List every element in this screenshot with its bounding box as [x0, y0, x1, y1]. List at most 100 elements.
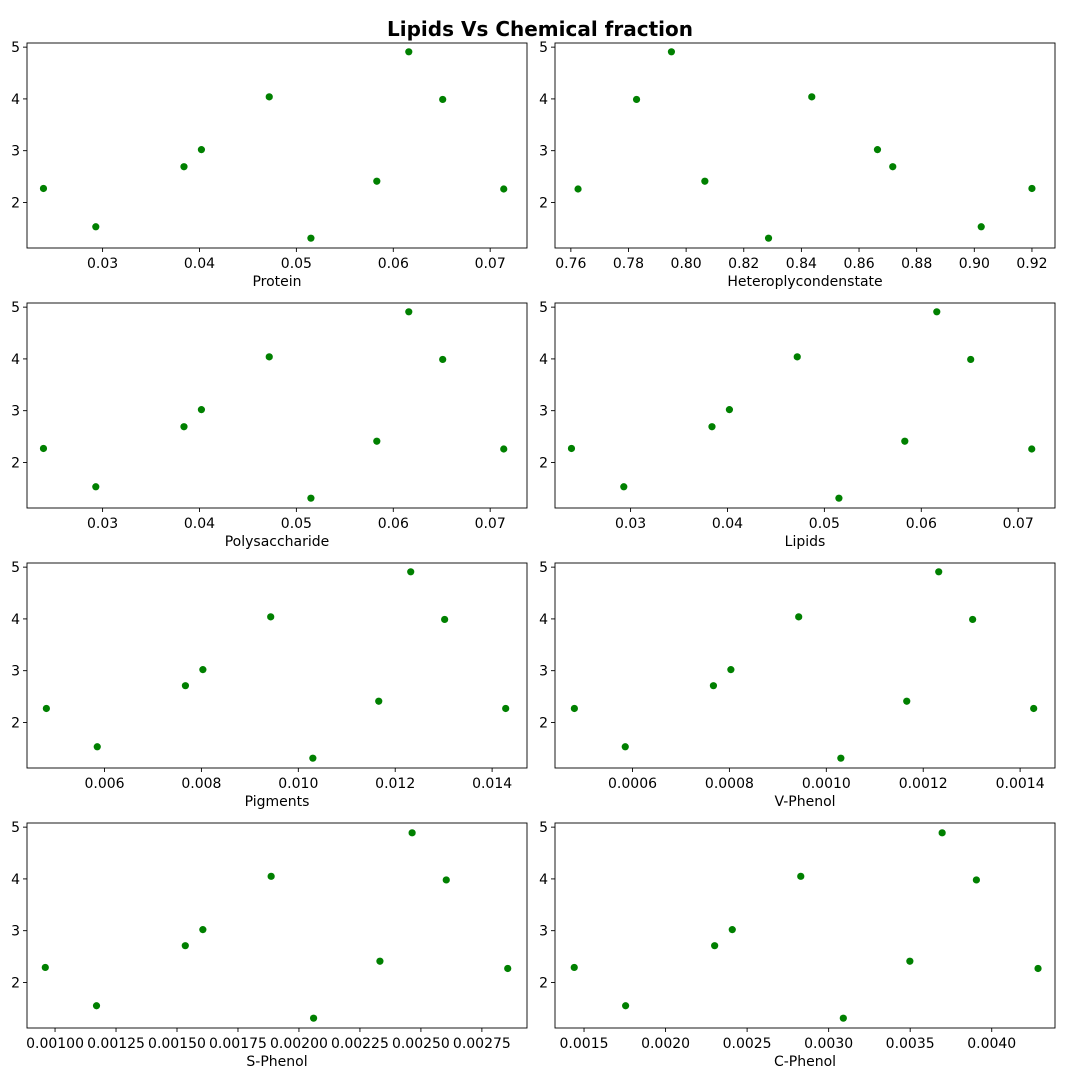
- x-tick-label: 0.0014: [996, 776, 1045, 792]
- data-point: [567, 444, 576, 453]
- data-point: [967, 355, 975, 364]
- data-point: [977, 223, 985, 231]
- y-tick-label: 2: [539, 975, 548, 991]
- data-point: [42, 704, 50, 713]
- data-point: [407, 568, 415, 576]
- data-point: [933, 308, 941, 316]
- y-tick-label: 5: [539, 40, 548, 56]
- data-point: [667, 48, 676, 56]
- y-tick-label: 4: [11, 352, 20, 368]
- subplot-3: 0.03 0.04 0.05 0.06 0.07 2 3 4 5 Polysaccharide: [11, 300, 528, 550]
- subplot-7: 0.00100 0.00125 0.00150 0.00175 0.00200 0.002…: [11, 820, 528, 1070]
- x-tick-label: 0.008: [181, 776, 221, 792]
- data-point: [267, 872, 275, 880]
- subplot-4: 0.03 0.04 0.05 0.06 0.07 2 3 4 5 Lipids: [539, 300, 1056, 550]
- x-tick-label: 0.82: [728, 256, 759, 272]
- axes-frame: [26, 302, 528, 509]
- x-tick-label: 0.88: [901, 256, 932, 272]
- data-point: [570, 704, 578, 713]
- y-tick-label: 3: [539, 664, 548, 680]
- data-point: [574, 185, 582, 193]
- data-point: [873, 146, 882, 154]
- axes-frame: [26, 562, 528, 769]
- x-axis-label: Protein: [252, 274, 301, 290]
- y-tick-label: 2: [11, 195, 20, 211]
- x-axis-label: C-Phenol: [774, 1054, 836, 1070]
- data-point: [889, 163, 897, 171]
- x-tick-label: 0.00150: [148, 1036, 206, 1052]
- x-tick-label: 0.012: [375, 776, 415, 792]
- x-tick-label: 0.00250: [392, 1036, 450, 1052]
- x-tick-label: 0.03: [87, 256, 118, 272]
- data-point: [439, 95, 447, 104]
- x-axis-label: Lipids: [785, 534, 826, 550]
- subplot-8: 0.0015 0.0020 0.0025 0.0030 0.0035 0.0040 2 3 4 5…: [539, 820, 1056, 1070]
- data-point: [839, 1014, 847, 1022]
- data-point: [199, 926, 207, 934]
- data-point: [701, 177, 709, 185]
- data-point: [621, 743, 629, 751]
- y-tick-label: 3: [539, 924, 548, 940]
- x-axis-label: S-Phenol: [246, 1054, 307, 1070]
- y-tick-label: 4: [539, 612, 548, 628]
- data-point: [727, 666, 735, 674]
- x-tick-label: 0.05: [809, 516, 840, 532]
- data-point: [1030, 704, 1038, 713]
- data-point: [309, 754, 317, 762]
- axes-frame: [26, 42, 528, 249]
- y-tick-label: 5: [11, 820, 20, 836]
- x-tick-label: 0.0035: [886, 1036, 935, 1052]
- axes-frame: [554, 302, 1056, 509]
- x-tick-label: 0.00100: [26, 1036, 84, 1052]
- data-point: [570, 963, 578, 972]
- data-point: [376, 957, 384, 965]
- x-tick-label: 0.0025: [723, 1036, 772, 1052]
- x-tick-label: 0.00175: [209, 1036, 267, 1052]
- y-tick-label: 4: [11, 872, 20, 888]
- x-tick-label: 0.07: [475, 516, 506, 532]
- axes-frame: [26, 822, 528, 1029]
- data-point: [180, 423, 188, 431]
- y-tick-label: 3: [11, 144, 20, 160]
- x-tick-label: 0.014: [472, 776, 512, 792]
- data-point: [199, 666, 207, 674]
- data-point: [708, 423, 716, 431]
- y-tick-label: 5: [539, 560, 548, 576]
- data-point: [504, 964, 512, 973]
- y-tick-label: 5: [539, 820, 548, 836]
- data-point: [797, 872, 805, 880]
- y-tick-label: 4: [539, 872, 548, 888]
- x-tick-label: 0.92: [1016, 256, 1047, 272]
- y-tick-label: 3: [11, 404, 20, 420]
- x-tick-label: 0.00200: [270, 1036, 328, 1052]
- y-tick-label: 5: [11, 40, 20, 56]
- axes-frame: [554, 822, 1056, 1029]
- x-tick-label: 0.0008: [705, 776, 754, 792]
- data-point: [935, 568, 943, 576]
- data-point: [92, 483, 100, 491]
- data-point: [1034, 964, 1042, 973]
- data-point: [903, 697, 911, 705]
- y-tick-label: 3: [11, 664, 20, 680]
- data-point: [181, 942, 189, 950]
- data-point: [375, 697, 383, 705]
- x-tick-label: 0.07: [1003, 516, 1034, 532]
- data-point: [197, 146, 206, 154]
- data-point: [307, 494, 315, 502]
- data-point: [405, 308, 413, 316]
- data-point: [1028, 445, 1036, 453]
- y-tick-label: 5: [539, 300, 548, 316]
- x-tick-label: 0.80: [671, 256, 702, 272]
- y-tick-label: 2: [539, 455, 548, 471]
- data-point: [709, 682, 718, 690]
- x-tick-label: 0.05: [281, 516, 312, 532]
- x-tick-label: 0.00225: [331, 1036, 389, 1052]
- x-tick-label: 0.00275: [453, 1036, 511, 1052]
- data-point: [197, 406, 206, 414]
- x-tick-label: 0.05: [281, 256, 312, 272]
- x-tick-label: 0.07: [475, 256, 506, 272]
- data-point: [441, 615, 449, 624]
- y-tick-label: 3: [11, 924, 20, 940]
- y-tick-label: 4: [11, 92, 20, 108]
